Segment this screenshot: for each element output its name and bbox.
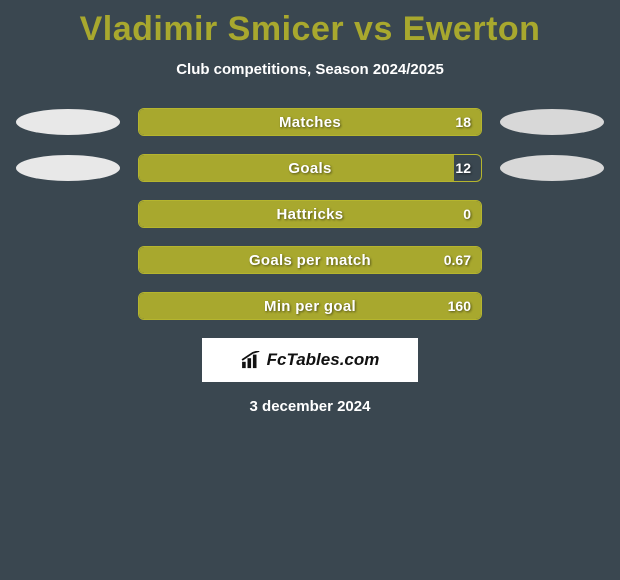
stat-label: Goals: [139, 155, 481, 181]
stat-value: 18: [455, 109, 471, 135]
stat-bar: Goals12: [138, 154, 482, 182]
chart-icon: [241, 351, 263, 369]
subtitle: Club competitions, Season 2024/2025: [0, 61, 620, 78]
stat-row: Hattricks0: [0, 200, 620, 228]
logo-text: FcTables.com: [267, 350, 380, 370]
stat-row: Goals per match0.67: [0, 246, 620, 274]
stat-value: 0.67: [444, 247, 471, 273]
stat-row: Goals12: [0, 154, 620, 182]
left-marker: [16, 109, 120, 135]
stat-label: Goals per match: [139, 247, 481, 273]
stat-value: 12: [455, 155, 471, 181]
right-marker: [500, 109, 604, 135]
left-marker: [16, 155, 120, 181]
stat-bar: Min per goal160: [138, 292, 482, 320]
stat-label: Min per goal: [139, 293, 481, 319]
stat-value: 160: [448, 293, 471, 319]
stat-bar: Matches18: [138, 108, 482, 136]
stat-bar: Hattricks0: [138, 200, 482, 228]
stat-value: 0: [463, 201, 471, 227]
stat-label: Hattricks: [139, 201, 481, 227]
stat-bar: Goals per match0.67: [138, 246, 482, 274]
stats-container: Matches18 Goals12 Hattricks0 Goals per matc…: [0, 108, 620, 320]
stat-row: Matches18: [0, 108, 620, 136]
logo-box: FcTables.com: [202, 338, 418, 382]
date-label: 3 december 2024: [0, 398, 620, 415]
right-marker: [500, 155, 604, 181]
page-title: Vladimir Smicer vs Ewerton: [0, 0, 620, 49]
stat-row: Min per goal160: [0, 292, 620, 320]
stat-label: Matches: [139, 109, 481, 135]
